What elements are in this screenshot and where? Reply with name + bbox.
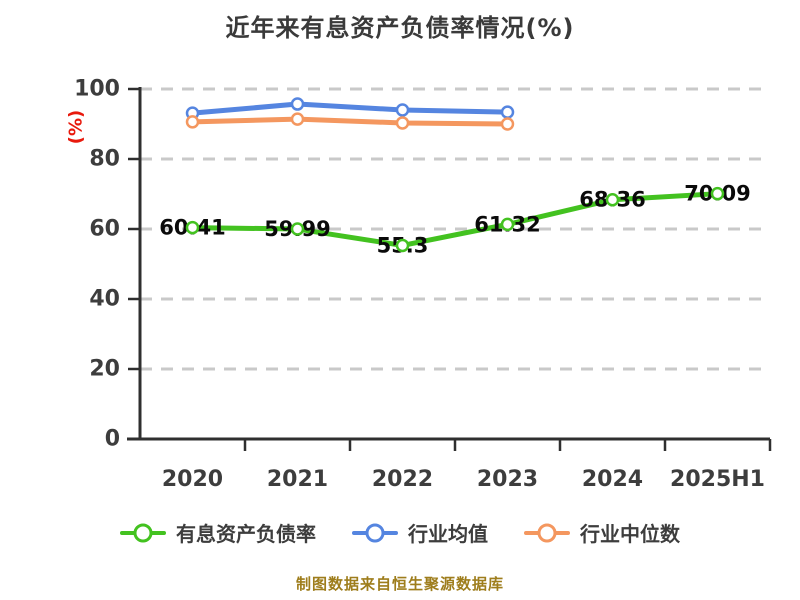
x-tick-label: 2022 <box>372 467 433 492</box>
x-tick-label: 2023 <box>477 467 538 492</box>
data-point-marker <box>500 217 515 232</box>
legend-item-industry-median: 行业中位数 <box>524 518 680 547</box>
x-tick-label: 2025H1 <box>670 467 765 492</box>
data-point-marker <box>395 116 410 130</box>
data-point-marker <box>290 222 305 236</box>
data-point-marker <box>395 238 410 253</box>
chart-canvas: 0 20 40 60 80 100 2020 2021 2022 2023 2024 2025H1 (%… <box>66 77 772 492</box>
chart-title: 近年来有息资产负债率情况(%) <box>225 14 575 42</box>
series-line-2 <box>190 116 510 127</box>
legend-label-industry-median: 行业中位数 <box>580 522 680 546</box>
y-tick-label: 20 <box>89 357 120 382</box>
data-point-marker <box>290 112 305 126</box>
data-point-marker <box>605 192 620 207</box>
series-line-1 <box>190 101 510 116</box>
legend-label-interest-bearing-ratio: 有息资产负债率 <box>176 522 316 546</box>
y-axis-unit-label: (%) <box>66 110 87 145</box>
legend-item-industry-average: 行业均值 <box>352 518 488 547</box>
data-point-marker <box>500 105 515 119</box>
data-point-marker <box>185 220 200 235</box>
legend-dot <box>365 523 385 542</box>
y-tick-label: 60 <box>89 217 120 242</box>
series-line-0 <box>190 191 720 248</box>
x-tick-label: 2020 <box>162 467 223 492</box>
legend-label-industry-average: 行业均值 <box>408 522 488 546</box>
legend-dot <box>133 523 153 542</box>
legend: 有息资产负债率 行业均值 行业中位数 <box>0 518 800 547</box>
y-tick-label: 40 <box>89 287 120 312</box>
data-point-marker <box>500 117 515 131</box>
y-tick-label: 0 <box>105 427 120 452</box>
data-point-marker <box>185 115 200 129</box>
line-point-marker-icon <box>352 523 398 543</box>
x-tick-label: 2021 <box>267 467 328 492</box>
x-tick-label: 2024 <box>582 467 643 492</box>
legend-item-interest-bearing-ratio: 有息资产负债率 <box>120 518 316 547</box>
y-tick-label: 80 <box>89 147 120 172</box>
line-point-marker-icon <box>524 523 570 543</box>
legend-dot <box>537 523 557 542</box>
data-point-marker <box>290 97 305 111</box>
data-point-marker <box>395 103 410 117</box>
data-source-note: 制图数据来自恒生聚源数据库 <box>295 575 504 593</box>
line-point-marker-icon <box>120 523 166 543</box>
y-tick-label: 100 <box>74 77 120 102</box>
data-point-marker <box>710 186 725 201</box>
